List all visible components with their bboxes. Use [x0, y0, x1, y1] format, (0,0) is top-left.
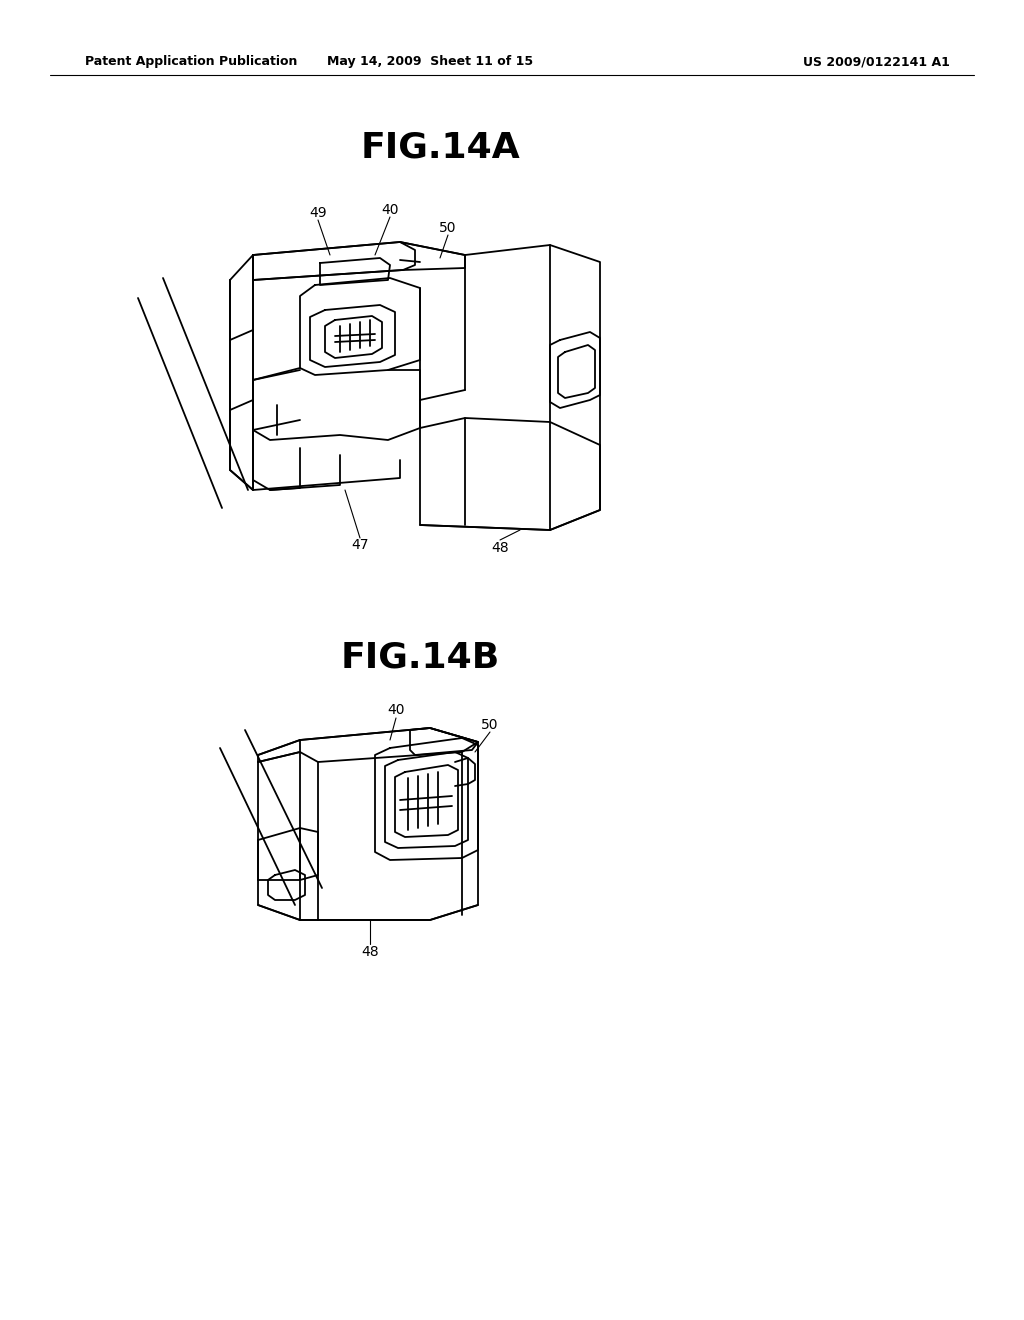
Text: 49: 49 [309, 206, 327, 220]
Text: 40: 40 [381, 203, 398, 216]
Text: Patent Application Publication: Patent Application Publication [85, 55, 297, 69]
Text: 40: 40 [387, 704, 404, 717]
Text: May 14, 2009  Sheet 11 of 15: May 14, 2009 Sheet 11 of 15 [327, 55, 534, 69]
Text: 50: 50 [439, 220, 457, 235]
Text: US 2009/0122141 A1: US 2009/0122141 A1 [803, 55, 950, 69]
Text: FIG.14A: FIG.14A [360, 131, 520, 165]
Text: FIG.14B: FIG.14B [340, 642, 500, 675]
Text: 50: 50 [481, 718, 499, 733]
Text: 48: 48 [492, 541, 509, 554]
Text: 48: 48 [361, 945, 379, 960]
Text: 47: 47 [351, 539, 369, 552]
